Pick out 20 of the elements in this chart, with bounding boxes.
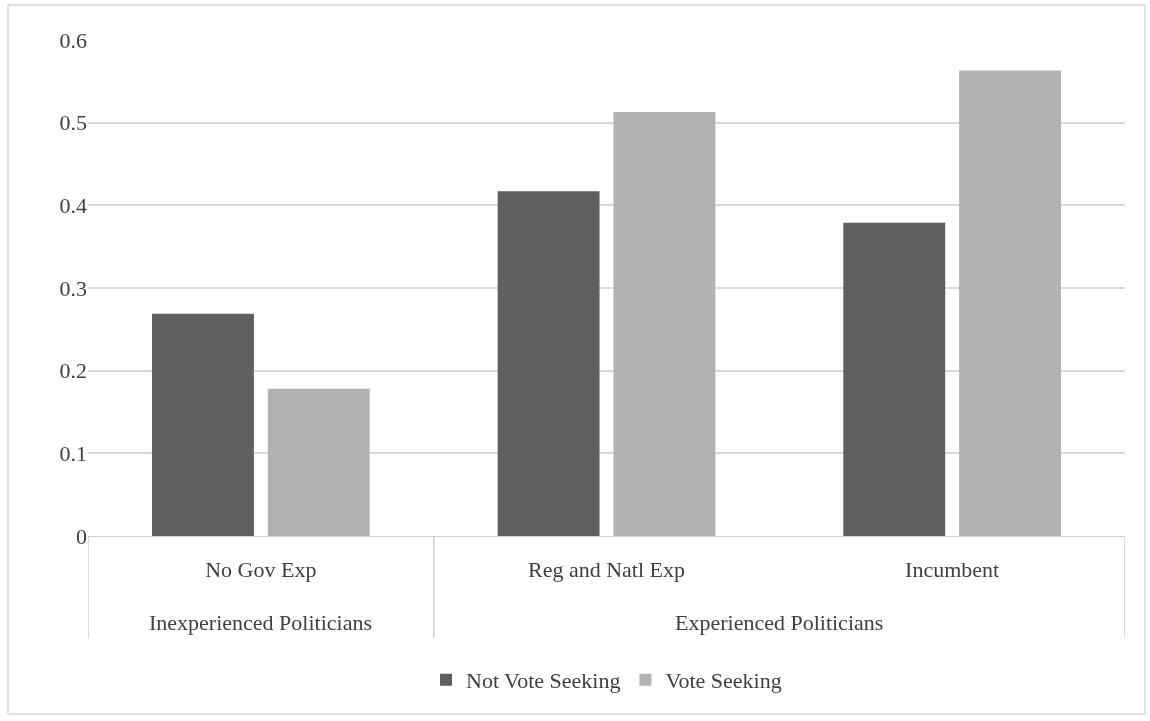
x-tick-label: No Gov Exp	[205, 557, 317, 583]
bar	[613, 111, 716, 536]
bar	[267, 388, 370, 536]
y-tick-label: 0.1	[59, 441, 87, 467]
bar	[843, 222, 946, 536]
bar	[151, 313, 254, 536]
bar	[497, 191, 600, 536]
bar	[959, 70, 1062, 536]
x-tick-label: Incumbent	[905, 557, 1000, 583]
legend-label: Not Vote Seeking	[466, 668, 621, 694]
y-tick-label: 0.5	[59, 110, 87, 136]
y-tick-label: 0	[76, 523, 87, 549]
y-tick-label: 0.2	[59, 358, 87, 384]
legend-label: Vote Seeking	[665, 668, 782, 694]
text: Experienced Politicians	[675, 610, 884, 635]
text: Inexperienced Politicians	[149, 610, 372, 635]
y-tick-label: 0.6	[59, 27, 87, 53]
x-tick-label: Reg and Natl Exp	[527, 557, 686, 583]
y-tick-label: 0.3	[59, 275, 87, 301]
y-tick-label: 0.4	[59, 193, 87, 219]
